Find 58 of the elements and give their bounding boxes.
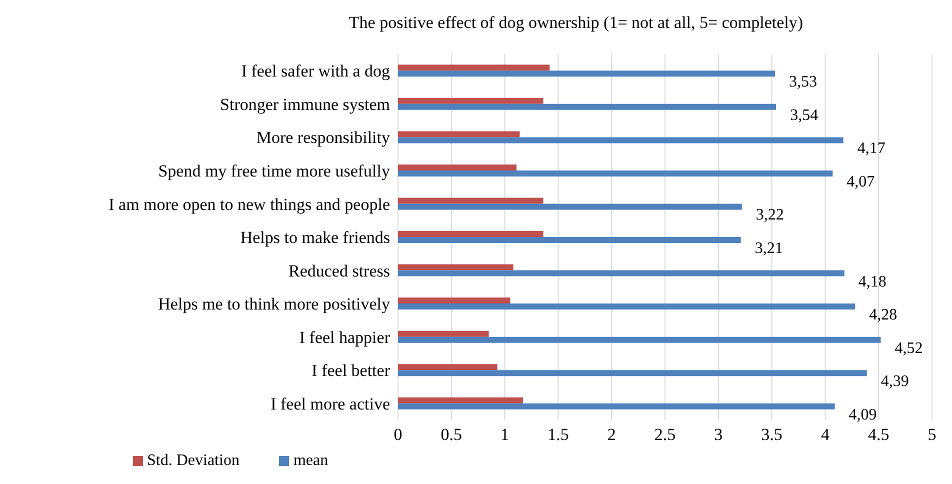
bar [398,403,835,410]
data-label: 3,22 [756,206,784,224]
y-tick-label: Reduced stress [288,261,390,280]
y-tick-label: I feel safer with a dog [241,62,390,81]
bar [398,131,520,138]
bar [398,104,776,110]
bar [398,164,517,170]
y-tick-label: I feel happier [299,328,390,347]
bar [398,198,544,204]
bar [398,304,856,310]
bar [398,330,489,337]
x-tick-label: 3.5 [761,425,782,444]
bar [398,64,550,71]
bar [398,137,844,144]
x-tick-label: 5 [928,425,936,444]
data-label: 3,54 [790,106,818,124]
bar [398,397,523,404]
data-label: 4,39 [880,373,909,390]
x-tick-label: 1 [500,425,510,444]
x-tick-label: 3 [714,425,723,444]
y-tick-label: Spend my free time more usefully [158,161,390,180]
data-label: 4,18 [858,273,886,290]
bar [398,336,881,343]
bar [398,237,741,244]
x-tick-label: 0 [394,425,402,444]
y-tick-label: Stronger immune system [220,94,390,114]
x-tick-label: 0.5 [440,425,462,444]
data-label: 4,09 [848,406,877,424]
bar [398,270,844,276]
bar [398,70,776,77]
data-label: 3,21 [754,240,783,258]
bar [398,204,742,210]
y-tick-label: Helps me to think more positively [158,294,390,314]
y-tick-label: I am more open to new things and people [108,194,390,214]
data-label: 4,07 [846,173,875,190]
chart-title: The positive effect of dog ownership (1= not at all, 5= completely) [348,12,804,34]
legend-label: Std. Deviation [147,452,240,469]
x-tick-label: 4 [820,425,830,444]
x-tick-label: 1.5 [548,425,569,444]
x-tick-label: 2.5 [654,425,676,444]
bar [398,364,498,370]
y-tick-label: Helps to make friends [240,228,390,248]
y-tick-label: I feel better [312,361,390,380]
bar [398,298,510,304]
bar [398,170,833,176]
bar [398,370,867,376]
data-label: 3,53 [789,74,818,91]
data-label: 4,17 [857,140,886,158]
data-label: 4,52 [894,340,923,357]
x-tick-label: 4.5 [868,425,890,444]
data-label: 4,28 [869,306,898,324]
bar [398,264,514,270]
legend-label: mean [293,452,328,469]
bar [398,231,544,238]
bar [398,98,544,104]
x-tick-label: 2 [607,425,616,444]
y-tick-label: More responsibility [256,128,390,148]
y-tick-label: I feel more active [270,394,390,414]
